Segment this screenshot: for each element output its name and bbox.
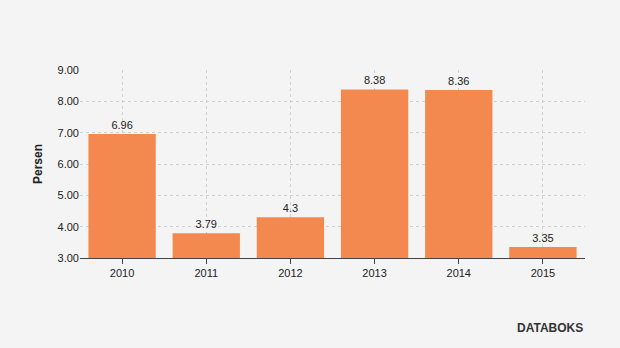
- svg-text:2014: 2014: [447, 267, 471, 279]
- svg-text:6.96: 6.96: [111, 119, 132, 131]
- svg-text:6.00: 6.00: [58, 158, 79, 170]
- svg-text:4.00: 4.00: [58, 221, 79, 233]
- svg-text:8.36: 8.36: [448, 75, 469, 87]
- svg-text:3.35: 3.35: [532, 232, 553, 244]
- svg-text:5.00: 5.00: [58, 189, 79, 201]
- svg-text:DATABOKS: DATABOKS: [517, 321, 583, 335]
- svg-text:8.00: 8.00: [58, 95, 79, 107]
- svg-text:3.00: 3.00: [58, 252, 79, 264]
- svg-text:2012: 2012: [278, 267, 302, 279]
- svg-text:Persen: Persen: [31, 144, 45, 184]
- svg-text:2015: 2015: [531, 267, 555, 279]
- svg-text:9.00: 9.00: [58, 64, 79, 76]
- svg-text:2013: 2013: [362, 267, 386, 279]
- svg-text:2010: 2010: [110, 267, 134, 279]
- svg-text:8.38: 8.38: [364, 74, 385, 86]
- svg-text:3.79: 3.79: [196, 218, 217, 230]
- svg-text:7.00: 7.00: [58, 127, 79, 139]
- svg-text:4.3: 4.3: [283, 202, 298, 214]
- svg-text:2011: 2011: [194, 267, 218, 279]
